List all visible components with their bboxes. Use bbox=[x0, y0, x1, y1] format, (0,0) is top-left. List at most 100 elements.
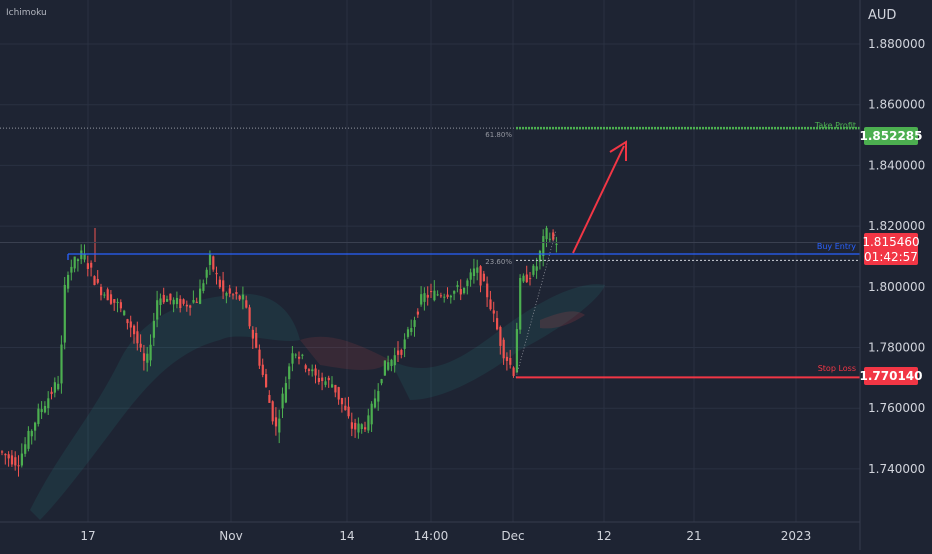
candle-body bbox=[364, 427, 367, 430]
candle-body bbox=[502, 339, 505, 359]
candle-body bbox=[304, 365, 307, 369]
candle-body bbox=[113, 299, 116, 303]
candle-body bbox=[96, 279, 99, 283]
candle-body bbox=[179, 298, 182, 308]
candle-body bbox=[387, 362, 390, 370]
y-tick-label: 1.740000 bbox=[868, 462, 925, 476]
candle-body bbox=[222, 280, 225, 292]
bar-countdown: 01:42:57 bbox=[864, 250, 918, 264]
candle-body bbox=[347, 406, 350, 417]
candle-body bbox=[20, 453, 23, 466]
candle-body bbox=[555, 243, 558, 245]
candle-body bbox=[529, 278, 532, 280]
candle-body bbox=[146, 353, 149, 363]
candle-body bbox=[208, 254, 212, 265]
candle-body bbox=[288, 366, 291, 380]
candle-body bbox=[265, 374, 268, 388]
candle-body bbox=[456, 285, 459, 288]
candle-body bbox=[410, 328, 413, 332]
candle-body bbox=[423, 293, 426, 302]
time-axis[interactable]: 17 Nov 14 14:00 Dec 12 21 2023 bbox=[80, 529, 811, 543]
candle-body bbox=[350, 422, 353, 429]
take-profit-price: 1.852285 bbox=[859, 129, 922, 143]
candle-body bbox=[126, 319, 129, 324]
candle-body bbox=[100, 286, 103, 296]
candle-body bbox=[552, 232, 555, 240]
level-layer bbox=[0, 126, 860, 379]
candle-body bbox=[175, 297, 179, 305]
candle-body bbox=[149, 344, 152, 361]
x-tick-label: 2023 bbox=[781, 529, 812, 543]
candle-body bbox=[334, 384, 337, 393]
cloud-red-2 bbox=[540, 311, 585, 329]
x-tick-label: 14:00 bbox=[414, 529, 449, 543]
candle-body bbox=[37, 408, 40, 424]
indicator-label[interactable]: Ichimoku bbox=[6, 8, 47, 18]
candle-body bbox=[416, 311, 419, 315]
candle-body bbox=[43, 405, 47, 413]
candle-body bbox=[10, 455, 14, 465]
candle-body bbox=[166, 298, 169, 302]
candle-body bbox=[192, 300, 195, 303]
candle-body bbox=[337, 387, 340, 400]
x-tick-label: 12 bbox=[596, 529, 611, 543]
y-tick-label: 1.780000 bbox=[868, 340, 925, 354]
candle-body bbox=[83, 253, 86, 260]
candle-body bbox=[505, 356, 509, 361]
x-tick-label: Nov bbox=[219, 529, 242, 543]
candle-body bbox=[499, 326, 502, 346]
candle-body bbox=[136, 331, 139, 344]
candle-body bbox=[57, 383, 60, 390]
candle-body bbox=[40, 409, 43, 413]
candle-body bbox=[241, 294, 245, 300]
candle-body bbox=[436, 294, 439, 296]
candle-body bbox=[284, 383, 287, 403]
candle-body bbox=[152, 320, 155, 338]
candle-body bbox=[400, 350, 403, 355]
candle-body bbox=[80, 250, 83, 260]
candle-body bbox=[4, 453, 7, 456]
candle-body bbox=[535, 266, 538, 271]
candle-body bbox=[261, 364, 264, 375]
candle-body bbox=[469, 272, 472, 280]
candle-body bbox=[512, 367, 515, 376]
candle-body bbox=[383, 360, 386, 376]
candle-body bbox=[271, 401, 274, 422]
stop-loss-label: Stop Loss bbox=[818, 364, 856, 373]
candle-body bbox=[106, 289, 109, 301]
candle-body bbox=[403, 339, 406, 349]
candle-body bbox=[109, 294, 113, 304]
candle-body bbox=[103, 294, 106, 296]
cloud-green-2 bbox=[390, 284, 605, 400]
candle-body bbox=[63, 284, 66, 343]
candle-body bbox=[215, 272, 218, 275]
candle-body bbox=[34, 422, 37, 431]
candle-body bbox=[324, 381, 327, 385]
candle-body bbox=[199, 288, 202, 304]
candle-body bbox=[119, 302, 122, 309]
candle-body bbox=[321, 377, 324, 381]
candle-body bbox=[479, 266, 482, 286]
x-tick-label: 17 bbox=[80, 529, 95, 543]
candle-body bbox=[47, 398, 50, 409]
currency-label: AUD bbox=[868, 8, 896, 23]
candle-body bbox=[413, 320, 416, 327]
candle-body bbox=[225, 292, 228, 296]
candle-body bbox=[93, 276, 96, 286]
y-tick-label: 1.840000 bbox=[868, 158, 925, 172]
candle-body bbox=[235, 292, 238, 295]
price-axis[interactable]: 1.880000 1.860000 1.840000 1.820000 1.800000… bbox=[868, 37, 925, 476]
y-tick-label: 1.820000 bbox=[868, 219, 925, 233]
candle-body bbox=[1, 451, 4, 453]
current-price: 1.815460 bbox=[862, 235, 919, 249]
candle-body bbox=[53, 382, 56, 393]
fib-trendline bbox=[515, 230, 557, 378]
candle-body bbox=[189, 305, 192, 308]
candle-body bbox=[73, 256, 76, 269]
projection-arrow[interactable] bbox=[572, 140, 627, 254]
candle-body bbox=[482, 273, 485, 282]
y-tick-label: 1.860000 bbox=[868, 98, 925, 112]
candle-body bbox=[70, 266, 73, 273]
